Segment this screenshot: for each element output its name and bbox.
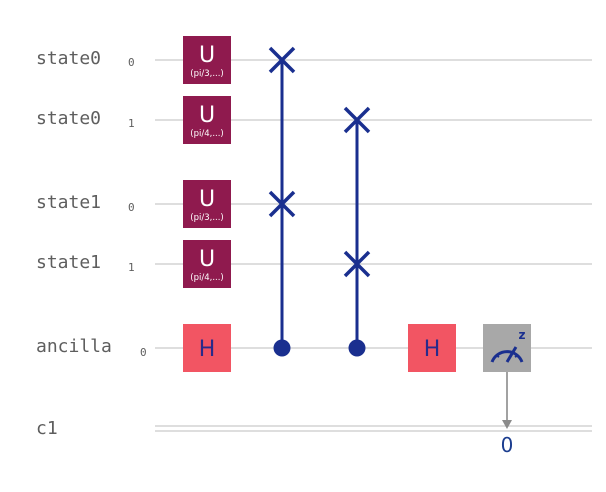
measure-z-icon <box>490 346 524 363</box>
h-gate-label: H <box>199 337 216 362</box>
u-gate-param: (pi/3,...) <box>190 213 223 223</box>
qubit-index-state0-0: 0 <box>128 56 135 69</box>
control-dot-icon <box>273 339 291 357</box>
classical-label-c1: c1 <box>36 418 58 439</box>
controlled-swap-1[interactable] <box>268 46 296 357</box>
u-gate-param: (pi/4,...) <box>190 273 223 283</box>
qubit-index-state1-1: 1 <box>128 261 135 274</box>
h-gate-label: H <box>424 337 441 362</box>
u-gate-param: (pi/4,...) <box>190 129 223 139</box>
qubit-index-ancilla-0: 0 <box>140 346 147 359</box>
swap-x-icon <box>343 250 371 278</box>
measure-gate-ancilla[interactable]: z <box>483 324 531 429</box>
swap-x-icon <box>343 106 371 134</box>
qubit-index-state1-0: 0 <box>128 201 135 214</box>
u-gate-state1-1[interactable]: U (pi/4,...) <box>183 240 231 288</box>
classical-bit-target: 0 <box>501 433 514 457</box>
swap-x-icon <box>268 190 296 218</box>
u-gate-label: U <box>199 103 215 128</box>
u-gate-param: (pi/3,...) <box>190 69 223 79</box>
qubit-index-state0-1: 1 <box>128 117 135 130</box>
u-gate-label: U <box>199 43 215 68</box>
u-gate-label: U <box>199 247 215 272</box>
u-gate-state0-1[interactable]: U (pi/4,...) <box>183 96 231 144</box>
u-gate-label: U <box>199 187 215 212</box>
h-gate-ancilla-second[interactable]: H <box>408 324 456 372</box>
qubit-label-state1-0: state1 <box>36 192 101 213</box>
qubit-label-state1-1: state1 <box>36 252 101 273</box>
swap-x-icon <box>268 46 296 74</box>
qubit-label-ancilla-0: ancilla <box>36 336 112 357</box>
arrow-down-icon <box>502 420 512 429</box>
measure-basis-label: z <box>519 328 526 342</box>
controlled-swap-2[interactable] <box>343 106 371 357</box>
u-gate-state1-0[interactable]: U (pi/3,...) <box>183 180 231 228</box>
h-gate-ancilla-first[interactable]: H <box>183 324 231 372</box>
qubit-label-state0-0: state0 <box>36 48 101 69</box>
u-gate-state0-0[interactable]: U (pi/3,...) <box>183 36 231 84</box>
qubit-label-state0-1: state0 <box>36 108 101 129</box>
control-dot-icon <box>348 339 366 357</box>
